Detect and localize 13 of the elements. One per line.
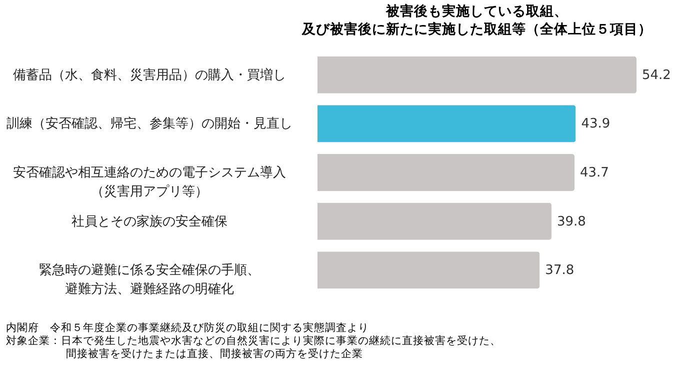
data-label: 39.8 [556, 214, 586, 230]
data-label: 37.8 [545, 263, 574, 278]
y-tick-label: 社員とその家族の安全確保 [72, 213, 228, 230]
y-tick-label: 緊急時の避難に係る安全確保の手順、避難方法、避難経路の明確化 [39, 262, 260, 298]
text: 対象企業：日本で発生した地震や水害などの自然災害により実際に事業の継続に直接被害を受けた、間接被害を受けたまたは直接、間接被害の両方を受けた企業 [6, 335, 501, 361]
y-tick-label: 安否確認や相互連絡のための電子システム導入（災害用アプリ等） [13, 164, 286, 200]
y-tick-label: 備蓄品（水、食料、災害用品）の購入・買増し [13, 66, 286, 83]
y-tick-label: 訓練（安否確認、帰宅、参集等）の開始・見直し [6, 116, 292, 132]
text: 内閣府 令和５年度企業の事業継続及び防災の取組に関する実態調査より [6, 322, 370, 335]
chart-title: 被害後も実施している取組、及び被害後に新たに実施した取組等（全体上位５項目） [301, 2, 652, 38]
data-label: 43.7 [580, 166, 609, 180]
data-label: 54.2 [642, 68, 671, 83]
data-label: 43.9 [581, 116, 610, 132]
